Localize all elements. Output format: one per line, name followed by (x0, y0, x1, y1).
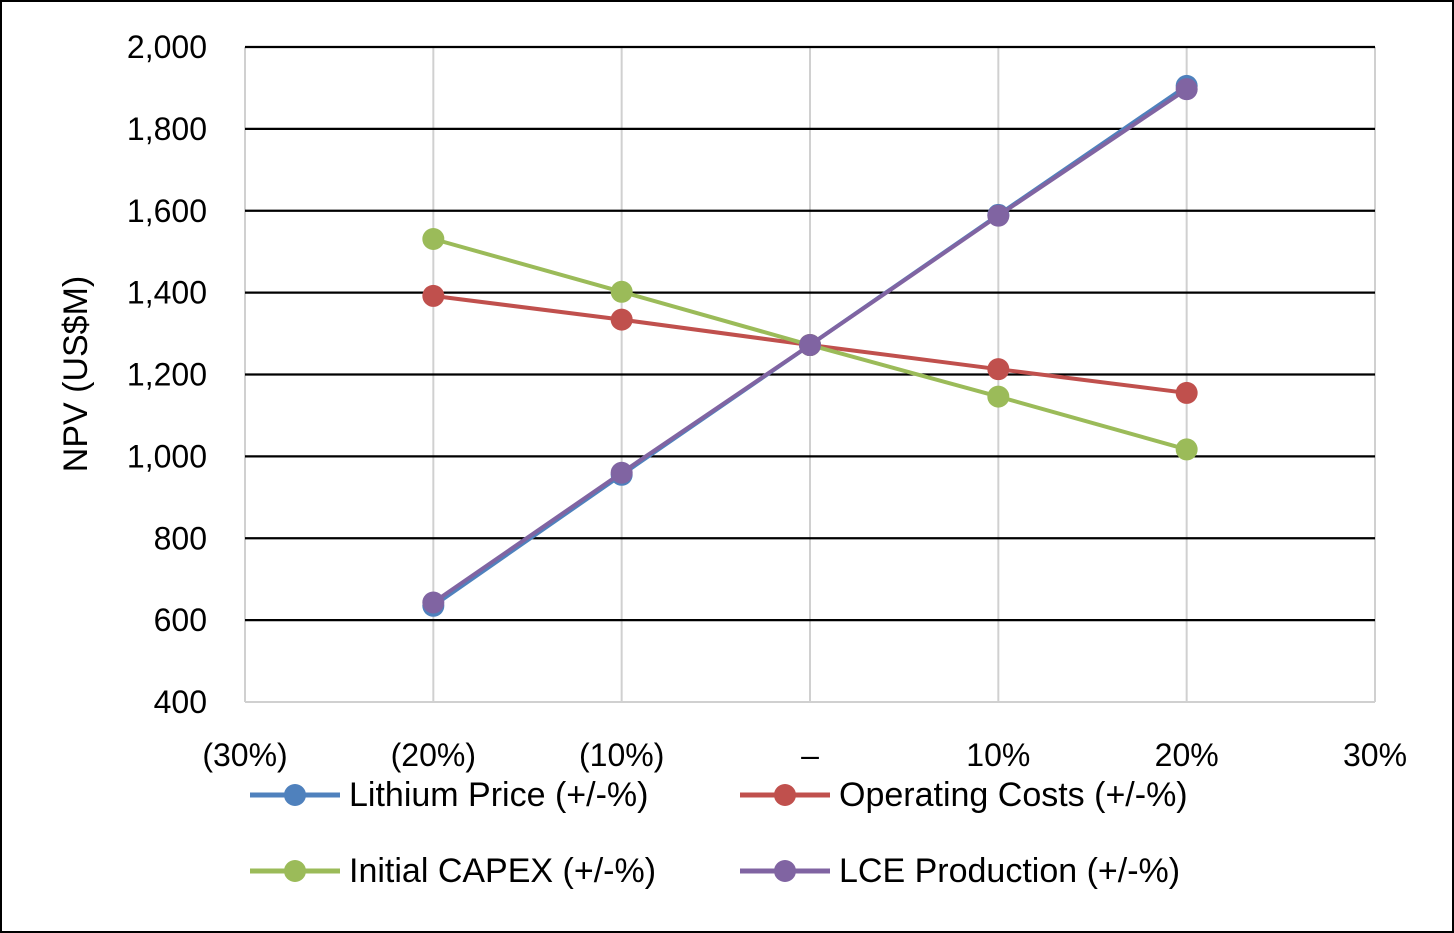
data-point-1-0 (422, 284, 445, 307)
legend-item-1: Operating Costs (+/-%) (740, 776, 1188, 814)
data-point-2-4 (1175, 438, 1198, 461)
x-tick-label-1: (20%) (391, 737, 476, 773)
data-point-2-0 (422, 227, 445, 250)
data-point-3-4 (1175, 78, 1198, 101)
legend-label-2: Initial CAPEX (+/-%) (349, 852, 656, 890)
data-point-3-3 (987, 204, 1010, 227)
y-tick-label-4: 1,200 (127, 357, 207, 393)
data-point-1-1 (610, 308, 633, 331)
x-tick-label-4: 10% (966, 737, 1030, 773)
y-tick-label-0: 400 (154, 684, 207, 720)
data-point-3-0 (422, 591, 445, 614)
series-3 (422, 78, 1198, 614)
series-layer (422, 74, 1198, 617)
x-tick-label-5: 20% (1155, 737, 1219, 773)
y-tick-label-3: 1,000 (127, 438, 207, 474)
data-point-2-1 (610, 280, 633, 303)
x-tick-label-6: 30% (1343, 737, 1407, 773)
data-point-1-4 (1175, 381, 1198, 404)
y-tick-label-1: 600 (154, 602, 207, 638)
x-axis-tick-labels: (30%) (20%) (10%) – 10% 20% 30% (202, 737, 1407, 773)
x-tick-label-3: – (801, 737, 819, 773)
legend-swatch-marker-0 (284, 784, 306, 806)
legend-swatch-marker-3 (774, 860, 796, 882)
y-tick-label-6: 1,600 (127, 193, 207, 229)
legend-label-1: Operating Costs (+/-%) (839, 776, 1188, 814)
legend-label-0: Lithium Price (+/-%) (349, 776, 648, 814)
y-axis-label: NPV (US$M) (57, 276, 95, 472)
x-tick-label-2: (10%) (579, 737, 664, 773)
legend: Lithium Price (+/-%) Operating Costs (+/-… (250, 776, 1188, 890)
y-axis-tick-labels: 400 600 800 1,000 1,200 1,400 1,600 1,800 2,000 (127, 29, 207, 720)
data-point-3-2 (799, 334, 821, 357)
legend-item-2: Initial CAPEX (+/-%) (250, 852, 656, 890)
data-point-2-3 (987, 385, 1010, 408)
data-point-3-1 (610, 461, 633, 484)
y-tick-label-8: 2,000 (127, 29, 207, 65)
legend-item-3: LCE Production (+/-%) (740, 852, 1180, 890)
legend-label-3: LCE Production (+/-%) (839, 852, 1180, 890)
legend-item-0: Lithium Price (+/-%) (250, 776, 648, 814)
y-tick-label-5: 1,400 (127, 275, 207, 311)
legend-swatch-marker-2 (284, 860, 306, 882)
legend-swatch-marker-1 (774, 784, 796, 806)
y-tick-label-2: 800 (154, 520, 207, 556)
x-tick-label-0: (30%) (202, 737, 287, 773)
data-point-1-3 (987, 358, 1010, 381)
y-tick-label-7: 1,800 (127, 111, 207, 147)
